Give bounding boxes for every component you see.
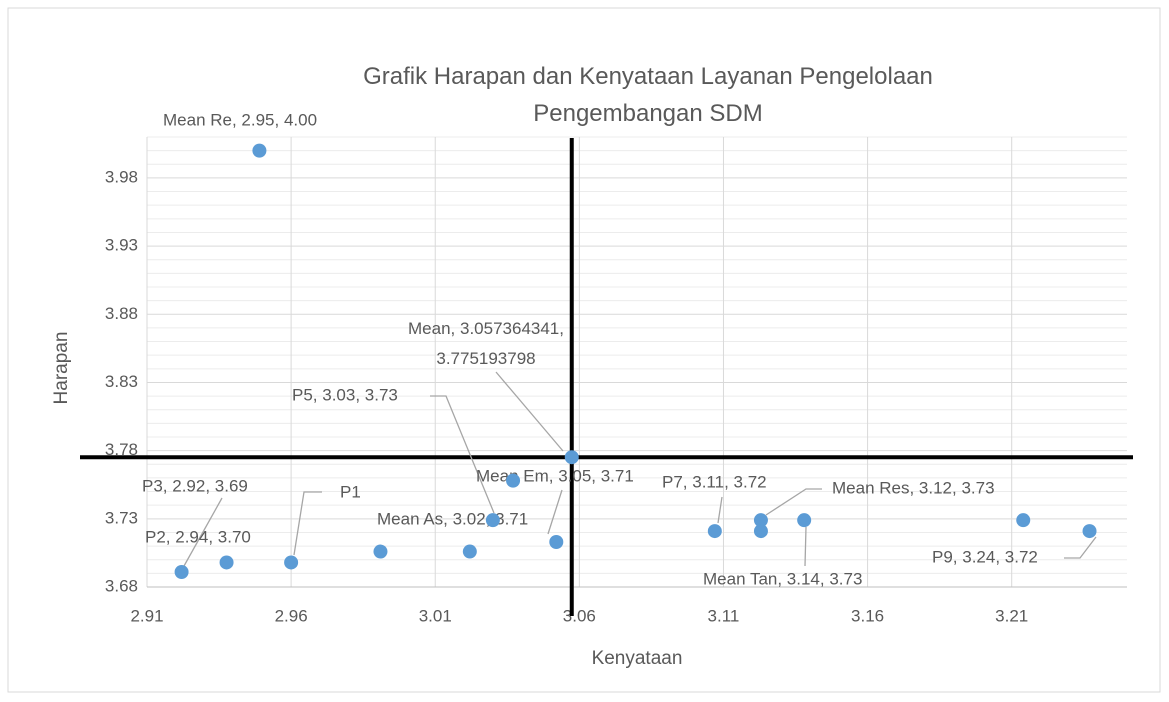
point (1082, 524, 1097, 539)
leader-line (183, 497, 223, 567)
point (252, 143, 267, 158)
x-tick-label: 3.21 (995, 606, 1028, 625)
leader-line (804, 526, 807, 567)
y-tick-label: 3.93 (105, 236, 138, 255)
leader-line (765, 488, 822, 516)
leader-line (293, 491, 322, 556)
point (549, 535, 564, 549)
point-label: Mean As, 3.02, 3.71 (377, 509, 528, 528)
x-tick-label: 2.96 (275, 606, 308, 625)
point-label: P1 (340, 482, 361, 501)
point (564, 450, 579, 465)
x-tick-label: 3.01 (419, 606, 452, 625)
point (797, 513, 812, 528)
point-label: P7, 3.11, 3.72 (662, 472, 767, 491)
x-tick-label: 3.11 (708, 606, 740, 625)
point-label: Mean Em, 3.05, 3.71 (476, 466, 634, 485)
y-tick-label: 3.73 (105, 508, 138, 527)
point (753, 524, 768, 539)
point (707, 524, 722, 539)
y-tick-label: 3.78 (105, 440, 138, 459)
leader-line (717, 496, 723, 524)
y-tick-label: 3.83 (105, 372, 138, 391)
leader-line (495, 371, 564, 452)
point (485, 513, 500, 528)
point (506, 473, 521, 488)
leader-line (547, 489, 563, 535)
point-label: Mean, 3.057364341, 3.775193798 (408, 319, 564, 368)
leader-line (430, 395, 495, 514)
y-tick-label: 3.68 (105, 576, 138, 595)
point-label: P2, 2.94, 3.70 (145, 527, 251, 546)
point-label: P3, 2.92, 3.69 (142, 476, 248, 495)
point-label: P5, 3.03, 3.73 (292, 385, 398, 404)
x-tick-label: 2.91 (130, 606, 163, 625)
y-axis-title: Harapan (51, 332, 72, 405)
point-label: P9, 3.24, 3.72 (932, 547, 1038, 566)
point (174, 565, 189, 579)
x-tick-label: 3.16 (851, 606, 884, 625)
point (462, 544, 477, 559)
chart-title: Grafik Harapan dan Kenyataan Layanan Pen… (363, 63, 933, 127)
point (284, 555, 299, 570)
leader-line (1064, 536, 1097, 559)
x-axis-title: Kenyataan (592, 648, 683, 669)
chart-frame (7, 7, 1161, 693)
y-tick-label: 3.88 (105, 304, 138, 323)
point (1016, 513, 1031, 528)
point-label: Mean Re, 2.95, 4.00 (163, 110, 317, 129)
point (373, 544, 388, 559)
y-tick-label: 3.98 (105, 167, 138, 186)
point (753, 513, 768, 528)
x-tick-label: 3.06 (563, 606, 596, 625)
point-label: Mean Res, 3.12, 3.73 (832, 478, 995, 497)
point (219, 555, 234, 570)
point-label: Mean Tan, 3.14, 3.73 (703, 569, 862, 588)
